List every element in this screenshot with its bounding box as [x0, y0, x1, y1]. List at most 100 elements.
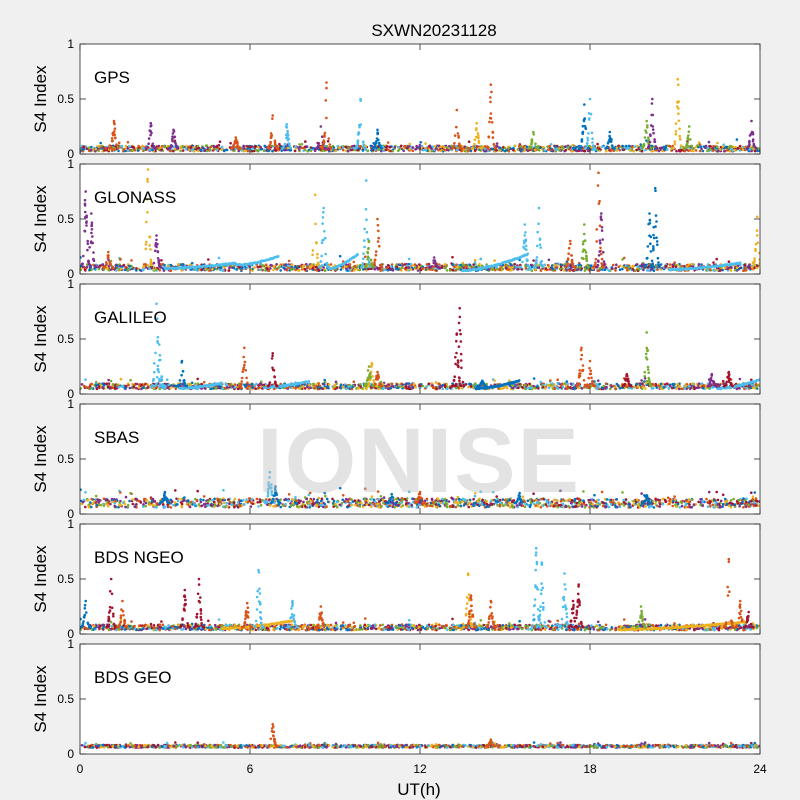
- data-point: [390, 263, 394, 266]
- data-point: [724, 266, 727, 270]
- data-point: [256, 265, 260, 269]
- data-point: [599, 215, 603, 218]
- data-point: [686, 141, 689, 145]
- data-point: [385, 146, 388, 149]
- data-point: [313, 193, 317, 197]
- data-point: [366, 149, 370, 152]
- data-point: [100, 144, 103, 148]
- data-point: [365, 230, 369, 234]
- data-point: [549, 143, 553, 146]
- data-point: [300, 142, 304, 146]
- data-point: [489, 96, 492, 99]
- data-point: [391, 269, 395, 272]
- data-point: [572, 146, 575, 150]
- data-point: [284, 145, 287, 148]
- data-point: [468, 265, 472, 269]
- panel-label: GPS: [94, 68, 130, 87]
- data-point: [401, 266, 404, 270]
- data-point: [604, 382, 608, 386]
- data-point: [130, 259, 133, 262]
- data-point: [359, 123, 363, 126]
- data-point: [265, 263, 268, 267]
- data-point: [283, 263, 286, 267]
- data-point: [617, 384, 620, 388]
- data-point: [715, 268, 718, 272]
- data-point: [654, 145, 658, 148]
- data-point: [651, 125, 655, 128]
- data-point: [640, 149, 644, 153]
- data-point: [453, 141, 456, 145]
- data-point: [726, 267, 729, 271]
- data-point: [546, 263, 550, 267]
- data-point: [132, 145, 135, 149]
- data-point: [92, 251, 95, 254]
- data-point: [587, 132, 590, 135]
- data-point: [232, 266, 235, 270]
- data-point: [651, 113, 655, 117]
- data-point: [362, 145, 366, 148]
- data-point: [375, 137, 379, 140]
- data-point: [741, 148, 745, 151]
- data-point: [445, 269, 449, 272]
- data-point: [320, 147, 324, 150]
- data-point: [501, 267, 505, 271]
- data-point: [275, 263, 278, 266]
- data-point: [596, 142, 599, 146]
- data-point: [112, 133, 115, 136]
- panel-area: [80, 44, 760, 154]
- data-point: [272, 268, 275, 272]
- data-point: [242, 144, 245, 148]
- data-point: [235, 268, 239, 271]
- data-point: [598, 382, 601, 386]
- data-point: [431, 145, 435, 148]
- data-point: [502, 386, 505, 390]
- data-point: [593, 146, 596, 150]
- data-point: [170, 144, 173, 147]
- data-point: [503, 146, 507, 150]
- data-point: [159, 146, 162, 150]
- data-point: [258, 265, 262, 269]
- data-point: [459, 146, 463, 150]
- data-point: [113, 127, 117, 130]
- data-point: [485, 149, 488, 152]
- data-point: [595, 266, 598, 269]
- data-point: [122, 263, 126, 267]
- data-point: [376, 240, 380, 243]
- data-point: [358, 125, 361, 129]
- data-point: [117, 141, 121, 145]
- data-point: [97, 144, 101, 148]
- data-point: [190, 149, 194, 152]
- data-point: [229, 147, 233, 150]
- data-point: [518, 266, 522, 269]
- data-point: [671, 263, 675, 267]
- data-point: [666, 148, 669, 151]
- data-point: [678, 127, 681, 131]
- data-point: [544, 267, 548, 270]
- data-point: [676, 263, 679, 267]
- data-point: [477, 134, 480, 137]
- data-point: [602, 250, 605, 254]
- data-point: [361, 387, 364, 390]
- data-point: [283, 268, 287, 271]
- data-point: [748, 267, 751, 270]
- data-point: [709, 268, 712, 272]
- data-point: [356, 265, 359, 269]
- data-point: [155, 268, 158, 271]
- data-point: [80, 256, 82, 259]
- data-point: [570, 258, 574, 262]
- data-point: [645, 379, 649, 383]
- data-point: [87, 260, 90, 264]
- data-point: [537, 144, 540, 148]
- data-point: [598, 147, 601, 150]
- data-point: [649, 242, 652, 245]
- data-point: [321, 264, 324, 267]
- data-point: [94, 147, 97, 151]
- data-point: [521, 260, 524, 264]
- data-point: [163, 145, 167, 149]
- data-point: [429, 146, 433, 149]
- data-point: [671, 147, 675, 150]
- data-point: [126, 268, 130, 272]
- data-point: [646, 124, 649, 127]
- data-point: [534, 268, 537, 271]
- data-point: [157, 259, 161, 262]
